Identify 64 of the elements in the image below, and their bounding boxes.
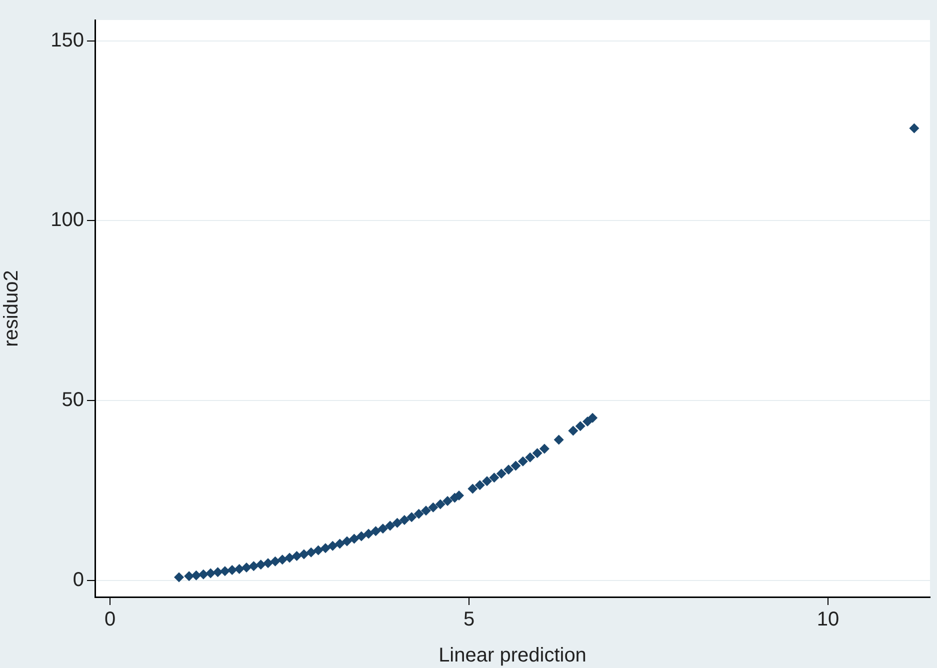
point <box>385 520 396 531</box>
point <box>399 515 410 526</box>
point <box>206 568 216 578</box>
point <box>454 490 464 501</box>
point <box>474 480 485 490</box>
point <box>263 558 274 568</box>
point <box>227 565 238 576</box>
point <box>313 545 324 556</box>
y-tick-label: 0 <box>72 568 84 591</box>
point <box>504 464 514 475</box>
point <box>248 561 259 572</box>
point <box>414 508 424 519</box>
point <box>442 496 453 506</box>
point <box>234 564 244 574</box>
point <box>184 571 194 582</box>
point <box>575 421 586 432</box>
y-tick-label: 50 <box>62 389 84 412</box>
point <box>378 524 388 534</box>
point <box>334 538 345 549</box>
point <box>435 499 446 510</box>
point <box>328 540 338 551</box>
y-tick-label: 100 <box>50 209 84 232</box>
point <box>392 518 402 528</box>
point <box>364 528 374 539</box>
point <box>356 531 366 542</box>
point <box>482 476 492 486</box>
point <box>174 572 184 582</box>
point <box>510 460 521 471</box>
point <box>428 502 438 512</box>
point <box>525 452 536 462</box>
point <box>909 123 920 134</box>
point <box>406 512 417 522</box>
x-axis-title: Linear prediction <box>438 644 586 667</box>
point <box>241 562 252 573</box>
point <box>588 412 598 423</box>
point <box>568 426 578 436</box>
x-tick-label: 0 <box>104 608 116 631</box>
point <box>370 526 381 536</box>
point <box>212 567 223 578</box>
point <box>298 549 309 560</box>
point <box>554 434 564 445</box>
x-tick-label: 5 <box>464 608 475 631</box>
point <box>496 468 506 479</box>
point <box>420 506 431 516</box>
point <box>284 552 295 563</box>
point <box>220 566 230 576</box>
point <box>468 484 478 494</box>
point <box>489 472 500 483</box>
point <box>306 547 316 558</box>
y-tick-label: 150 <box>50 29 84 52</box>
x-tick-label: 10 <box>816 608 840 631</box>
point <box>532 448 542 458</box>
point <box>349 534 360 544</box>
y-axis-title: residuo2 <box>0 270 23 347</box>
point <box>539 444 550 454</box>
point <box>277 554 288 565</box>
point <box>518 456 528 466</box>
point <box>191 570 202 580</box>
point <box>342 536 352 546</box>
point <box>198 569 208 580</box>
point <box>320 543 330 554</box>
point <box>256 560 266 570</box>
point <box>292 550 302 561</box>
point <box>270 556 280 566</box>
